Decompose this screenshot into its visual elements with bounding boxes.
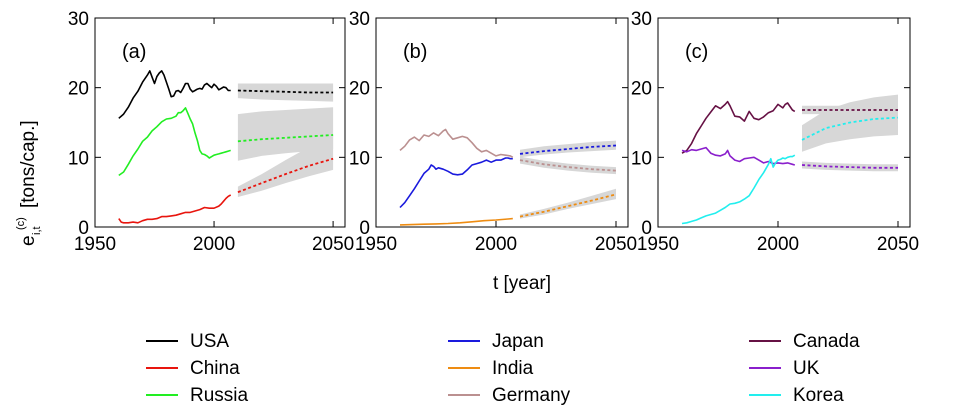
y-axis-label-main: e [18, 235, 39, 246]
legend-item-germany: Germany [448, 385, 571, 406]
x-axis-label: t [year] [493, 273, 551, 294]
legend-item-korea: Korea [749, 385, 844, 406]
projection-line-china [237, 157, 334, 194]
series-line-canada [681, 100, 796, 154]
confidence-band-uk [802, 161, 898, 172]
x-tick-label: 1950 [355, 234, 397, 255]
legend-item-china: China [146, 358, 240, 379]
legend-item-japan: Japan [448, 331, 544, 352]
legend-item-india: India [448, 358, 534, 379]
panel-3: 0 10 20 30 1950 2000 2050 (c) [631, 9, 919, 255]
x-tick-label: 2000 [475, 234, 517, 255]
panel-2: 0 10 20 30 1950 2000 2050 (b) [349, 9, 637, 255]
legend-label: UK [793, 358, 820, 379]
x-tick-label: 1950 [74, 234, 116, 255]
projection-line-russia [237, 134, 334, 143]
y-tick-label: 0 [78, 218, 89, 239]
confidence-band-usa [237, 83, 334, 102]
legend-label: USA [190, 331, 229, 352]
legend-item-usa: USA [146, 331, 229, 352]
series-line-japan [399, 157, 513, 209]
x-tick-label: 2000 [757, 234, 799, 255]
panel-label: (b) [403, 41, 427, 63]
y-tick-label: 30 [68, 9, 89, 30]
y-tick-label: 20 [68, 79, 89, 100]
y-tick-label: 20 [631, 79, 652, 100]
y-axis-label-unit: [tons/cap.] [18, 120, 39, 208]
x-tick-label: 1950 [637, 234, 679, 255]
series-line-uk [681, 146, 796, 166]
y-tick-label: 30 [349, 9, 370, 30]
x-tick-label: 2000 [193, 234, 235, 255]
series-line-germany [399, 128, 514, 158]
series-line-korea [681, 154, 796, 225]
y-tick-label: 0 [641, 218, 652, 239]
y-axis-label: e i,t (c) [tons/cap.] [15, 120, 43, 246]
legend-label: Russia [190, 385, 249, 406]
y-tick-label: 0 [359, 218, 370, 239]
y-axis-label-sup: (c) [15, 217, 27, 230]
chart-panels: 0 10 20 30 1950 2000 2050 (a) 0 10 20 30 1950 2000 205… [68, 9, 919, 255]
y-tick-label: 10 [68, 148, 89, 169]
panel-frame [94, 17, 346, 228]
y-tick-label: 20 [349, 79, 370, 100]
projection-line-korea [801, 116, 899, 141]
y-tick-label: 10 [631, 148, 652, 169]
legend-label: India [492, 358, 534, 379]
series-line-china [118, 194, 232, 224]
y-tick-label: 10 [349, 148, 370, 169]
series-line-india [399, 217, 513, 226]
panel-label: (a) [122, 41, 146, 63]
panel-label: (c) [685, 41, 708, 63]
series-line-russia [118, 107, 231, 177]
y-tick-label: 30 [631, 9, 652, 30]
legend-item-uk: UK [749, 358, 820, 379]
confidence-band-germany [520, 156, 616, 175]
legend: USA China Russia Japan India Germany Canada UK K… [146, 331, 860, 406]
projection-line-usa [237, 89, 334, 94]
x-tick-label: 2050 [877, 234, 919, 255]
confidence-band-japan [520, 140, 616, 158]
legend-label: Korea [793, 385, 844, 406]
legend-label: Canada [793, 331, 860, 352]
confidence-band-india [520, 188, 616, 219]
legend-label: Germany [492, 385, 571, 406]
x-tick-label: 2050 [312, 234, 354, 255]
legend-label: China [190, 358, 240, 379]
panel-1: 0 10 20 30 1950 2000 2050 (a) [68, 9, 354, 255]
confidence-band-russia [237, 107, 334, 161]
y-axis-label-sub: i,t [31, 226, 43, 235]
legend-item-russia: Russia [146, 385, 249, 406]
legend-item-canada: Canada [749, 331, 860, 352]
panel-frame [375, 17, 629, 228]
series-line-usa [118, 70, 231, 119]
panel-frame [657, 17, 911, 228]
x-tick-label: 2050 [595, 234, 637, 255]
legend-label: Japan [492, 331, 544, 352]
